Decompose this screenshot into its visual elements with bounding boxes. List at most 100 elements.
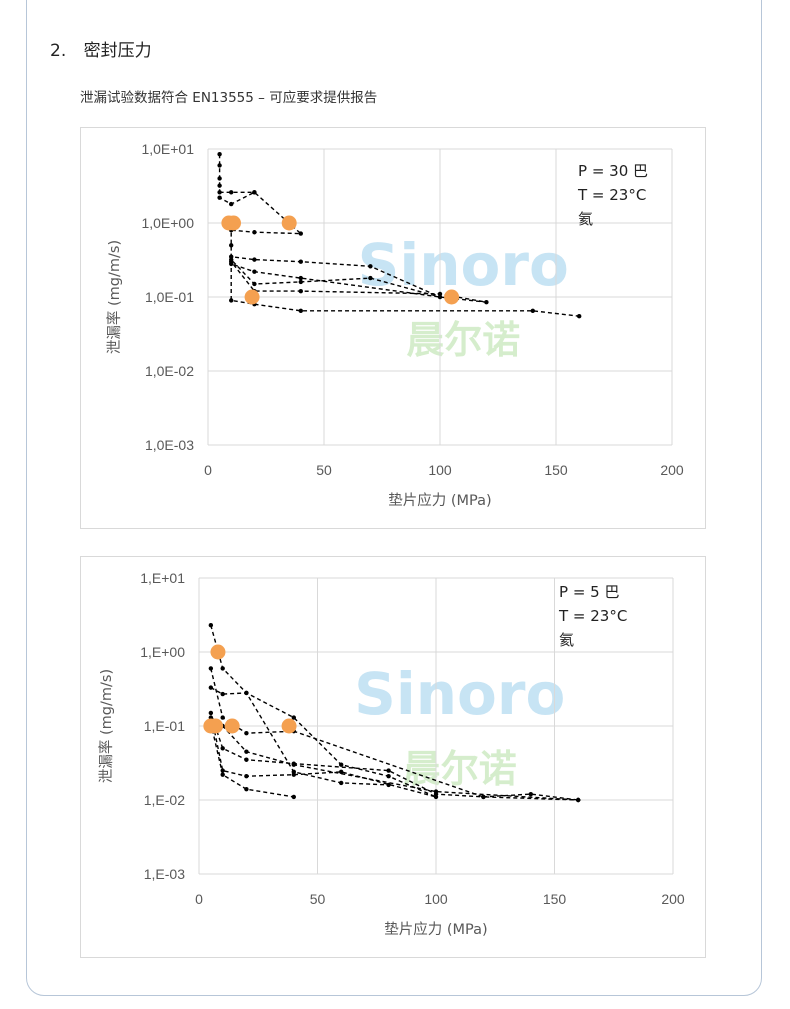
data-point (368, 275, 373, 281)
annotation-line: 氦 (578, 210, 593, 228)
x-tick-label: 50 (310, 891, 326, 907)
data-point (481, 794, 486, 800)
y-tick-label: 1,E-02 (144, 792, 185, 808)
data-point (217, 183, 222, 188)
data-point (530, 308, 535, 314)
watermark-chinese: 晨尔诺 (406, 318, 520, 362)
y-tick-label: 1,E-03 (144, 866, 185, 882)
data-point (220, 666, 225, 671)
data-point (437, 294, 443, 300)
x-tick-label: 100 (428, 462, 452, 478)
watermark-chinese: 晨尔诺 (403, 747, 517, 791)
annotation-line: P = 30 巴 (578, 162, 648, 180)
watermark-logo: Sinoro 晨尔诺 (354, 660, 565, 791)
data-point (229, 243, 234, 248)
y-tick-label: 1,0E-03 (145, 437, 194, 453)
series-line (210, 668, 579, 801)
data-point (229, 298, 234, 303)
highlight-point (224, 718, 240, 734)
x-tick-label: 0 (195, 891, 203, 907)
data-point (291, 762, 296, 767)
y-tick-label: 1,E-01 (144, 718, 185, 734)
y-axis-title: 泄漏率 (mg/m/s) (98, 669, 115, 783)
data-point (291, 769, 296, 775)
annotation-line: T = 23°C (577, 186, 646, 204)
data-point (386, 768, 391, 773)
data-point (220, 715, 225, 720)
x-tick-label: 50 (316, 462, 332, 478)
data-point (229, 201, 234, 207)
data-point (528, 791, 533, 797)
data-point (208, 685, 214, 690)
annotation-line: P = 5 巴 (559, 583, 619, 601)
y-tick-label: 1,0E+01 (141, 141, 194, 157)
data-point (244, 690, 249, 696)
data-point (298, 259, 303, 264)
x-tick-label: 100 (424, 891, 448, 907)
section-subtitle: 泄漏试验数据符合 EN13555 – 可应要求提供报告 (80, 90, 378, 106)
x-tick-label: 200 (660, 462, 684, 478)
data-point (252, 230, 257, 235)
x-tick-label: 150 (543, 891, 567, 907)
y-axis-title: 泄漏率 (mg/m/s) (106, 240, 123, 354)
y-tick-label: 1,0E+00 (141, 215, 194, 231)
series-line (210, 717, 579, 801)
data-point (244, 749, 249, 754)
chart-30bar-svg: Sinoro 晨尔诺 0 50 100 150 200 1,0E+01 1,0E+00 1,0E-… (106, 141, 684, 509)
watermark-latin: Sinoro (354, 660, 565, 728)
data-point (339, 769, 344, 775)
data-point (576, 797, 581, 803)
data-point (291, 794, 296, 800)
highlight-point (244, 289, 260, 305)
data-point (368, 264, 373, 269)
section-number: 2. (50, 41, 67, 61)
data-point (433, 789, 439, 794)
data-point (298, 231, 303, 236)
x-tick-label: 150 (544, 462, 568, 478)
annotation-line: 氦 (559, 631, 574, 649)
data-point (291, 715, 296, 720)
data-point (298, 275, 303, 281)
leak-chart-30bar: Sinoro 晨尔诺 0 50 100 150 200 1,0E+01 1,0E+00 1,0E-… (80, 127, 706, 529)
section-title: 密封压力 (83, 41, 152, 61)
data-point (229, 190, 234, 195)
data-point (252, 190, 257, 195)
data-point (386, 782, 391, 788)
highlight-point (208, 718, 224, 734)
highlight-point (444, 289, 460, 305)
data-point (217, 190, 222, 195)
data-point (298, 308, 303, 314)
data-point (220, 746, 225, 751)
y-tick-label: 1,E+01 (140, 570, 185, 586)
section-heading: 2. 密封压力 (50, 36, 152, 61)
data-point (229, 259, 234, 264)
data-point (208, 710, 214, 716)
data-point (386, 773, 391, 779)
data-point (339, 762, 344, 767)
data-point (220, 772, 225, 777)
x-axis-title: 垫片应力 (MPa) (388, 491, 491, 509)
x-axis-title: 垫片应力 (MPa) (384, 920, 487, 938)
data-point (252, 281, 257, 287)
series-line (218, 154, 580, 317)
data-point (244, 757, 249, 762)
data-point (577, 314, 582, 319)
x-tick-label: 0 (204, 462, 212, 478)
y-tick-label: 1,E+00 (140, 644, 185, 660)
chart-5bar-svg: Sinoro 晨尔诺 0 50 100 150 200 1,E+01 1,E+00 1,E-01 1… (98, 570, 685, 938)
data-point (208, 666, 214, 671)
data-point (252, 257, 257, 262)
data-point (244, 730, 249, 736)
annotation-line: T = 23°C (558, 607, 627, 625)
series-line (210, 625, 579, 801)
data-point (244, 786, 249, 792)
data-point (217, 152, 222, 157)
data-point (217, 163, 222, 168)
data-point (252, 269, 257, 274)
highlight-point (281, 718, 297, 734)
data-point (484, 300, 489, 305)
leak-chart-5bar: Sinoro 晨尔诺 0 50 100 150 200 1,E+01 1,E+00 1,E-01 1… (80, 556, 706, 958)
data-point (244, 773, 249, 779)
data-point (339, 780, 344, 786)
data-point (220, 691, 225, 697)
